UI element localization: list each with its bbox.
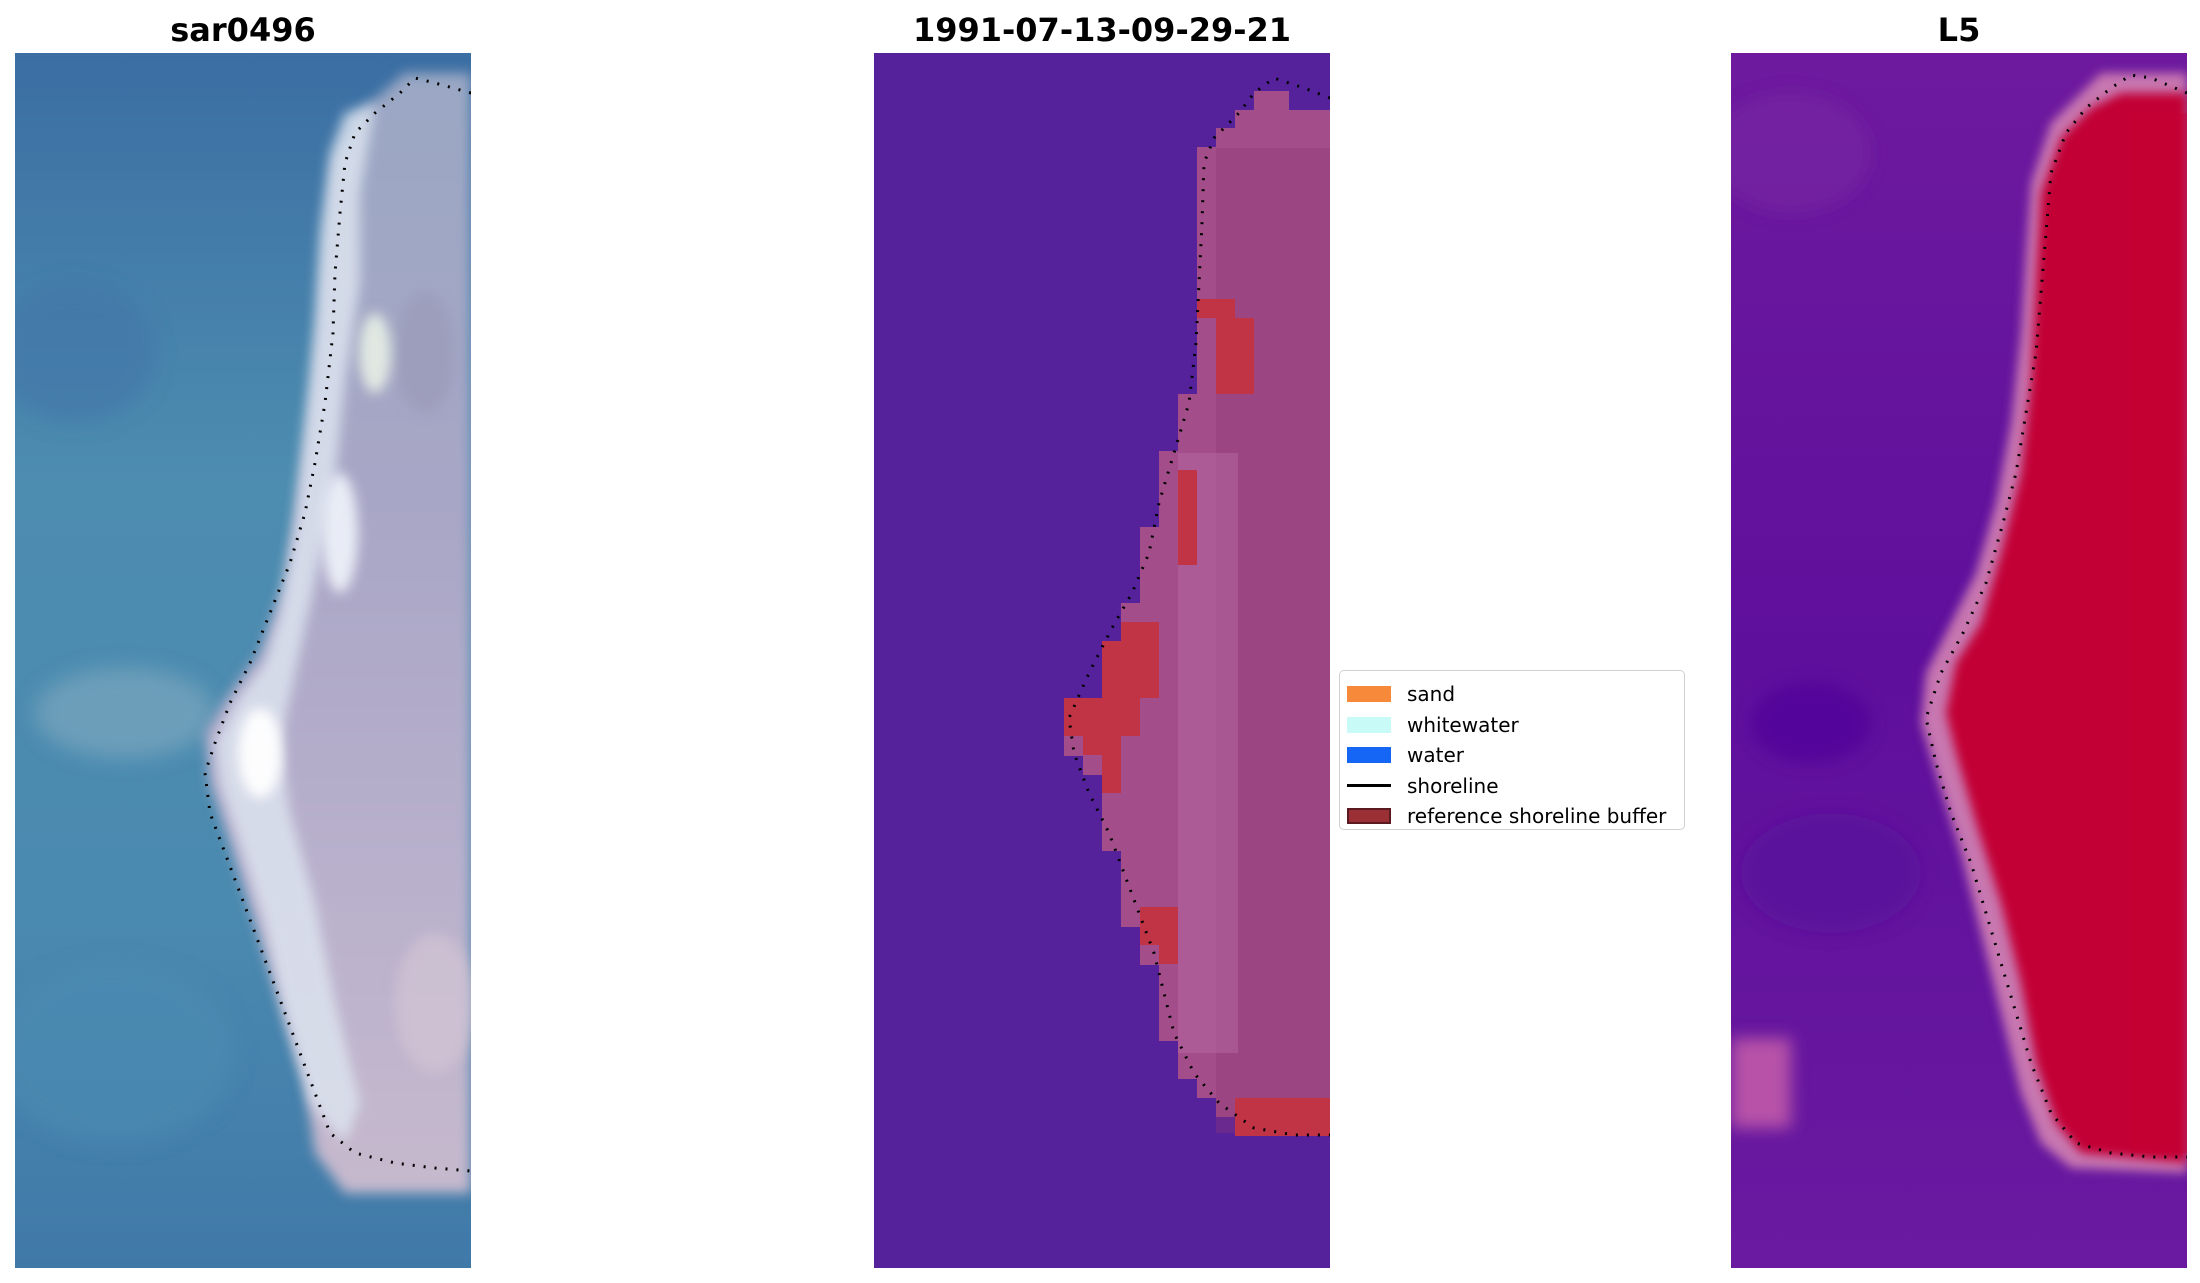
land-class — [1064, 91, 1330, 1136]
legend-item-shoreline: shoreline — [1347, 771, 1674, 802]
classified-image-panel — [874, 53, 1330, 1268]
water-swatch — [1347, 747, 1391, 764]
buffer-swatch — [1347, 808, 1391, 825]
sand-swatch — [1347, 686, 1391, 703]
panel-title-rgb: sar0496 — [170, 11, 316, 49]
legend-item-whitewater: whitewater — [1347, 710, 1674, 741]
index-image-panel — [1731, 53, 2187, 1268]
panel-title-index: L5 — [1937, 11, 1981, 49]
legend-item-buffer: reference shoreline buffer — [1347, 801, 1674, 832]
legend-label: sand — [1407, 682, 1456, 707]
whitewater-swatch — [1347, 716, 1391, 733]
shoreline — [203, 76, 471, 1173]
panel-title-classified: 1991-07-13-09-29-21 — [912, 11, 1292, 49]
legend-item-water: water — [1347, 740, 1674, 771]
legend-item-sand: sand — [1347, 679, 1674, 710]
legend-label: shoreline — [1407, 773, 1499, 798]
shoreline — [1924, 73, 2187, 1159]
rgb-image-panel — [15, 53, 471, 1268]
classified-image — [874, 53, 1330, 1268]
whitewater-band — [215, 103, 375, 1143]
legend: sand whitewater water shoreline referenc… — [1339, 670, 1685, 830]
shoreline-line-swatch — [1347, 784, 1391, 788]
index-image — [1731, 53, 2187, 1268]
legend-label: reference shoreline buffer — [1407, 804, 1667, 829]
buffer-highlight — [1064, 299, 1330, 1136]
legend-label: whitewater — [1407, 712, 1519, 737]
rgb-image — [15, 53, 471, 1268]
land-index — [1946, 93, 2187, 1163]
shoreline — [1067, 76, 1330, 1137]
legend-label: water — [1407, 743, 1464, 768]
